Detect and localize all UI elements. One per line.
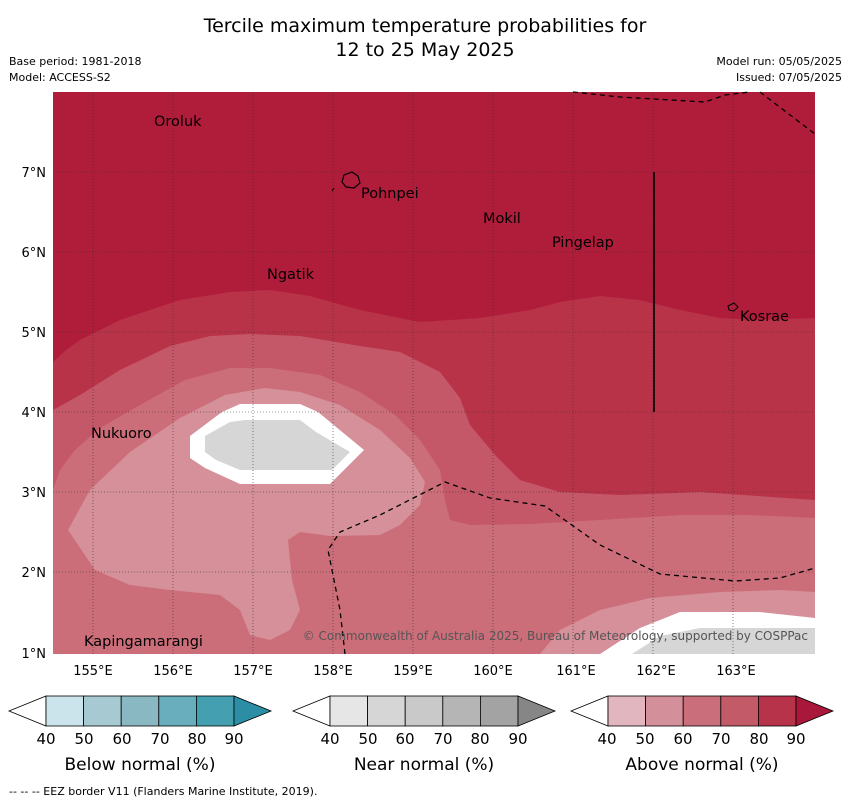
colorbar-extend-high (517, 695, 557, 727)
lat-label: 3°N (22, 486, 47, 501)
eez-border (327, 91, 816, 655)
lat-label: 6°N (22, 246, 47, 261)
colorbar-segment (329, 695, 368, 727)
place-label-kapingamarangi: Kapingamarangi (84, 634, 203, 650)
colorbar-tick: 50 (74, 730, 94, 748)
colorbar-segment (442, 695, 481, 727)
chart-title-line2: 12 to 25 May 2025 (335, 39, 515, 61)
lon-label: 156°E (153, 664, 193, 679)
lon-label: 155°E (73, 664, 113, 679)
colorbar-segment (607, 695, 646, 727)
footnote-eez: -- -- -- EEZ border V11 (Flanders Marine… (9, 785, 318, 798)
colorbar-segment (720, 695, 759, 727)
colorbar-extend-high (795, 695, 835, 727)
lon-label: 163°E (716, 664, 756, 679)
colorbar-tick: 50 (635, 730, 655, 748)
colorbar-tick: 90 (224, 730, 244, 748)
colorbar-tick: 60 (673, 730, 693, 748)
model-name: Model: ACCESS-S2 (9, 71, 111, 84)
colorbar-segment (645, 695, 684, 727)
lon-label: 160°E (473, 664, 513, 679)
colorbar-segment (195, 695, 235, 727)
colorbar-segment (479, 695, 519, 727)
place-label-ngatik: Ngatik (267, 267, 315, 283)
colorbar-label-near-normal: Near normal (%) (353, 755, 495, 775)
place-label-kosrae: Kosrae (740, 309, 789, 325)
colorbar-segment (367, 695, 406, 727)
issued-date: Issued: 07/05/2025 (735, 71, 842, 84)
place-label-mokil: Mokil (483, 211, 521, 227)
colorbar-segment (83, 695, 122, 727)
contour-fields (53, 92, 815, 654)
place-label-pohnpei: Pohnpei (361, 186, 419, 202)
model-run: Model run: 05/05/2025 (716, 55, 842, 68)
pohnpei-island (341, 171, 361, 189)
place-label-pingelap: Pingelap (552, 235, 614, 251)
colorbar-tick: 40 (320, 730, 340, 748)
colorbar-tick: 70 (433, 730, 453, 748)
colorbar-segment (404, 695, 444, 727)
colorbar-strip (7, 695, 835, 727)
near-normal-region-south (632, 628, 815, 654)
colorbar-tick: 70 (711, 730, 731, 748)
colorbar-label-above-normal: Above normal (%) (625, 755, 779, 775)
lon-label: 161°E (556, 664, 596, 679)
pohnpei-islet (331, 187, 335, 192)
colorbar-extend-low (569, 695, 609, 727)
lon-label: 159°E (393, 664, 433, 679)
colorbar-extend-low (291, 695, 331, 727)
lat-label: 2°N (22, 566, 47, 581)
colorbar-label-below-normal: Below normal (%) (64, 755, 216, 775)
colorbar-tick: 60 (112, 730, 132, 748)
colorbar-tick: 40 (597, 730, 617, 748)
lat-label: 7°N (22, 166, 47, 181)
graticule (53, 92, 815, 654)
lat-label: 4°N (22, 406, 47, 421)
colorbar-tick: 40 (36, 730, 56, 748)
colorbar-segment (682, 695, 722, 727)
near-normal-region (205, 420, 350, 470)
kosrae-island (727, 302, 739, 312)
chart-title-line1: Tercile maximum temperature probabilitie… (203, 15, 647, 37)
lon-label: 157°E (233, 664, 273, 679)
place-label-oroluk: Oroluk (154, 114, 202, 130)
colorbar-tick: 60 (395, 730, 415, 748)
lat-label: 1°N (22, 647, 47, 662)
colorbar-tick: 80 (470, 730, 490, 748)
copyright-notice: © Commonwealth of Australia 2025, Bureau… (303, 629, 808, 643)
colorbar-tick: 90 (786, 730, 806, 748)
colorbar-segment (158, 695, 197, 727)
colorbar-below-normal (7, 695, 273, 727)
colorbar-tick: 80 (187, 730, 207, 748)
lon-label: 158°E (313, 664, 353, 679)
colorbar-segment (120, 695, 160, 727)
colorbar-above-normal (569, 695, 835, 727)
base-period: Base period: 1981-2018 (9, 55, 142, 68)
colorbar-tick: 80 (749, 730, 769, 748)
colorbar-extend-low (7, 695, 47, 727)
colorbar-segment (45, 695, 84, 727)
colorbar-segment (758, 695, 797, 727)
place-label-nukuoro: Nukuoro (91, 426, 152, 442)
colorbar-tick: 70 (150, 730, 170, 748)
lat-label: 5°N (22, 326, 47, 341)
colorbar-tick: 90 (508, 730, 528, 748)
colorbar-tick: 50 (358, 730, 378, 748)
colorbar-near-normal (291, 695, 557, 727)
probability-map: Oroluk Pohnpei Mokil Pingelap Ngatik Kos… (22, 91, 816, 679)
colorbar-extend-high (233, 695, 273, 727)
lon-label: 162°E (636, 664, 676, 679)
